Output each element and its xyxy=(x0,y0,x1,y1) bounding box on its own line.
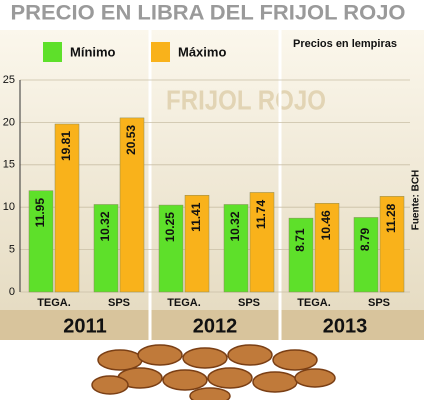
legend-label: Mínimo xyxy=(70,44,116,59)
chart-title: PRECIO EN LIBRA DEL FRIJOL ROJO xyxy=(11,2,406,25)
x-tick-label: SPS xyxy=(108,297,130,309)
legend-label: Máximo xyxy=(178,44,226,59)
bar xyxy=(249,192,275,293)
year-band xyxy=(0,310,424,340)
bar xyxy=(28,190,54,293)
value-label: 11.28 xyxy=(384,203,398,233)
bar xyxy=(379,196,405,293)
y-tick-label: 25 xyxy=(3,74,15,86)
value-label: 10.46 xyxy=(319,210,333,240)
value-label: 11.95 xyxy=(33,198,47,228)
value-label: 8.71 xyxy=(293,228,307,252)
value-label: 20.53 xyxy=(124,125,138,155)
group-label: 2013 xyxy=(323,315,368,337)
legend-swatch xyxy=(43,42,62,62)
x-tick-label: SPS xyxy=(238,297,260,309)
x-tick-label: SPS xyxy=(368,297,390,309)
value-label: 10.32 xyxy=(98,211,112,241)
y-tick-label: 15 xyxy=(3,159,15,171)
value-label: 8.79 xyxy=(358,227,372,251)
bar xyxy=(288,217,314,293)
bar xyxy=(158,204,184,293)
watermark: FRIJOL ROJO xyxy=(166,84,326,115)
y-tick-label: 20 xyxy=(3,116,15,128)
bar xyxy=(353,217,379,293)
bar xyxy=(223,204,249,293)
value-label: 11.41 xyxy=(189,202,203,232)
value-label: 10.32 xyxy=(228,211,242,241)
group-label: 2011 xyxy=(63,315,106,337)
x-tick-label: TEGA. xyxy=(297,297,331,309)
source: Fuente: BCH xyxy=(411,170,422,231)
bar xyxy=(54,123,80,293)
bar xyxy=(314,203,340,293)
y-tick-label: 0 xyxy=(9,286,15,298)
x-tick-label: TEGA. xyxy=(167,297,201,309)
subtitle: Precios en lempiras xyxy=(293,38,397,50)
beans xyxy=(91,344,336,400)
bar xyxy=(119,117,145,293)
bar xyxy=(93,204,119,293)
legend-swatch xyxy=(151,42,170,62)
y-tick-label: 10 xyxy=(3,201,15,213)
group-label: 2012 xyxy=(193,315,238,337)
value-label: 10.25 xyxy=(163,212,177,242)
value-label: 11.74 xyxy=(254,199,268,229)
bar xyxy=(184,194,210,293)
y-tick-label: 5 xyxy=(9,244,15,256)
x-tick-label: TEGA. xyxy=(37,297,71,309)
value-label: 19.81 xyxy=(59,131,73,161)
